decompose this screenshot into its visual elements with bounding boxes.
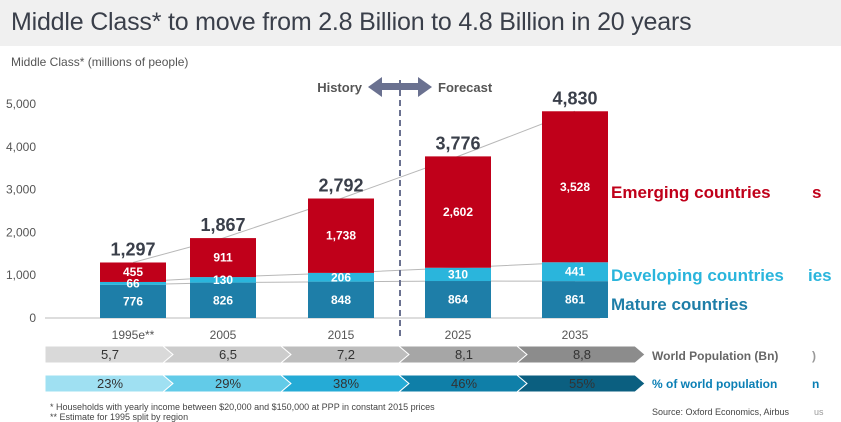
- bar-emerging-value: 911: [213, 251, 233, 265]
- bar-emerging: [100, 262, 166, 282]
- emerging-label-tail: s: [812, 183, 821, 202]
- bar-emerging: [308, 198, 374, 273]
- header-band: [0, 0, 841, 46]
- bar-mature-value: 826: [213, 293, 233, 307]
- world-population-value: 8,8: [573, 347, 591, 362]
- x-tick-label: 2035: [562, 328, 589, 342]
- chart-subtitle: Middle Class* (millions of people): [11, 55, 189, 69]
- bar-mature: [190, 282, 256, 318]
- forecast-label: Forecast: [438, 80, 493, 95]
- bar-developing-value: 310: [448, 267, 468, 281]
- footnote-estimate: ** Estimate for 1995 split by region: [50, 412, 189, 422]
- world-share-tail: n: [812, 377, 819, 391]
- world-share-value: 38%: [333, 376, 359, 391]
- bar-developing: [308, 272, 374, 282]
- mature-countries-label: Mature countries: [611, 295, 748, 314]
- source-note: Source: Oxford Economics, Airbus: [652, 407, 790, 417]
- bar-emerging-value: 2,602: [443, 205, 473, 219]
- history-label: History: [317, 80, 363, 95]
- world-population-value: 5,7: [101, 347, 119, 362]
- footnote-households: * Households with yearly income between …: [50, 402, 435, 412]
- bar-mature-value: 776: [123, 294, 143, 308]
- x-tick-label: 2025: [445, 328, 472, 342]
- world-share-value: 29%: [215, 376, 241, 391]
- bar-emerging: [542, 111, 608, 263]
- bar-total-label: 2,792: [318, 176, 363, 196]
- page-title: Middle Class* to move from 2.8 Billion t…: [11, 8, 692, 36]
- world-population-tail: ): [812, 349, 816, 363]
- world-share-value: 55%: [569, 376, 595, 391]
- y-tick-label: 1,000: [6, 268, 36, 282]
- y-tick-label: 3,000: [6, 183, 36, 197]
- double-arrow-icon: [368, 77, 432, 97]
- world-population-value: 6,5: [219, 347, 237, 362]
- x-tick-label: 1995e**: [112, 328, 155, 342]
- y-tick-label: 5,000: [6, 97, 36, 111]
- bar-developing-value: 130: [213, 273, 233, 287]
- bar-developing: [425, 267, 491, 282]
- world-population-value: 8,1: [455, 347, 473, 362]
- bar-emerging-value: 3,528: [560, 180, 590, 194]
- bar-mature: [542, 281, 608, 318]
- bar-mature-value: 861: [565, 293, 585, 307]
- bar-mature: [308, 281, 374, 318]
- bar-mature: [425, 281, 491, 318]
- world-share-value: 46%: [451, 376, 477, 391]
- bar-total-label: 1,867: [200, 215, 245, 235]
- bar-developing: [190, 277, 256, 283]
- bar-emerging: [190, 238, 256, 278]
- y-tick-label: 2,000: [6, 225, 36, 239]
- y-tick-label: 0: [29, 311, 36, 325]
- bar-developing-value: 441: [565, 265, 585, 279]
- x-tick-label: 2005: [210, 328, 237, 342]
- world-share-value: 23%: [97, 376, 123, 391]
- y-tick-label: 4,000: [6, 140, 36, 154]
- bar-mature: [100, 284, 166, 318]
- world-share-chevron: [515, 374, 646, 393]
- developing-countries-label: Developing countries: [611, 266, 784, 285]
- source-note-tail: us: [814, 407, 824, 417]
- developing-label-tail: ies: [808, 266, 832, 285]
- world-population-label: World Population (Bn): [652, 349, 778, 363]
- x-tick-label: 2015: [328, 328, 355, 342]
- bar-total-label: 4,830: [552, 88, 597, 108]
- bar-total-label: 1,297: [110, 239, 155, 259]
- bar-emerging: [425, 156, 491, 268]
- bar-developing: [542, 262, 608, 282]
- bar-mature-value: 848: [331, 293, 351, 307]
- bar-emerging-value: 455: [123, 265, 143, 279]
- bar-total-label: 3,776: [435, 133, 480, 153]
- world-population-value: 7,2: [337, 347, 355, 362]
- world-share-label: % of world population: [652, 377, 777, 391]
- bar-emerging-value: 1,738: [326, 229, 356, 243]
- bar-mature-value: 864: [448, 293, 468, 307]
- bar-developing-value: 206: [331, 270, 351, 284]
- world-population-chevron: [515, 345, 646, 364]
- bar-developing: [100, 281, 166, 285]
- bar-developing-value: 66: [126, 276, 140, 290]
- emerging-countries-label: Emerging countries: [611, 183, 771, 202]
